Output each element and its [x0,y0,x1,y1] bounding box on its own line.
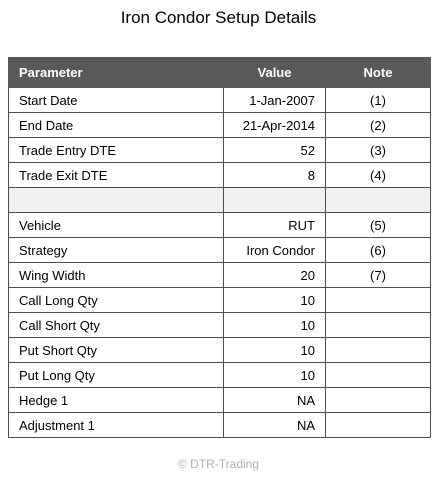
value-cell: NA [223,412,326,438]
value-cell [223,187,326,213]
value-cell: 1-Jan-2007 [223,87,326,113]
table-row: Start Date 1-Jan-2007 (1) [8,87,431,113]
note-cell [325,362,431,388]
value-cell: 10 [223,337,326,363]
parameter-cell: Adjustment 1 [8,412,224,438]
table-title: Iron Condor Setup Details [120,8,317,27]
note-cell [325,412,431,438]
value-cell: RUT [223,212,326,238]
parameter-cell: Hedge 1 [8,387,224,413]
table-row: Put Short Qty 10 [8,337,431,363]
table-row: Hedge 1 NA [8,387,431,413]
parameter-cell [8,187,224,213]
value-cell: 10 [223,362,326,388]
column-header-parameter: Parameter [8,57,224,88]
setup-table: Parameter Value Note Start Date 1-Jan-20… [8,57,431,438]
header-row: Parameter Value Note [8,57,431,88]
parameter-cell: Start Date [8,87,224,113]
value-cell: 52 [223,137,326,163]
table-row: Put Long Qty 10 [8,362,431,388]
parameter-cell: Call Long Qty [8,287,224,313]
note-cell: (6) [325,237,431,263]
table-row: Adjustment 1 NA [8,412,431,438]
copyright-footer: © DTR-Trading [177,457,260,471]
blank-separator-row [8,187,431,213]
parameter-cell: Put Short Qty [8,337,224,363]
table-row: Trade Entry DTE 52 (3) [8,137,431,163]
table-row: Call Short Qty 10 [8,312,431,338]
table-row: End Date 21-Apr-2014 (2) [8,112,431,138]
table-row: Wing Width 20 (7) [8,262,431,288]
parameter-cell: Strategy [8,237,224,263]
table-row: Call Long Qty 10 [8,287,431,313]
note-cell [325,287,431,313]
note-cell: (1) [325,87,431,113]
parameter-cell: Trade Entry DTE [8,137,224,163]
value-cell: 10 [223,287,326,313]
note-cell: (2) [325,112,431,138]
note-cell: (5) [325,212,431,238]
parameter-cell: Put Long Qty [8,362,224,388]
value-cell: Iron Condor [223,237,326,263]
note-cell [325,387,431,413]
note-cell: (3) [325,137,431,163]
table-body: Start Date 1-Jan-2007 (1) End Date 21-Ap… [8,87,431,438]
table-header: Parameter Value Note [8,57,431,88]
parameter-cell: Trade Exit DTE [8,162,224,188]
note-cell: (7) [325,262,431,288]
note-cell [325,337,431,363]
table-row: Strategy Iron Condor (6) [8,237,431,263]
value-cell: 21-Apr-2014 [223,112,326,138]
parameter-cell: Wing Width [8,262,224,288]
value-cell: 8 [223,162,326,188]
note-cell: (4) [325,162,431,188]
column-header-value: Value [223,57,326,88]
value-cell: 20 [223,262,326,288]
note-cell [325,187,431,213]
parameter-cell: End Date [8,112,224,138]
value-cell: NA [223,387,326,413]
note-cell [325,312,431,338]
parameter-cell: Call Short Qty [8,312,224,338]
table-row: Trade Exit DTE 8 (4) [8,162,431,188]
value-cell: 10 [223,312,326,338]
column-header-note: Note [325,57,431,88]
parameter-cell: Vehicle [8,212,224,238]
table-row: Vehicle RUT (5) [8,212,431,238]
